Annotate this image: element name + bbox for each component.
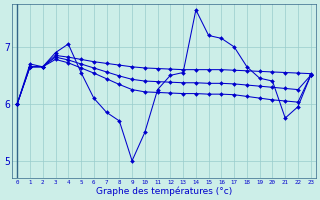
X-axis label: Graphe des températures (°c): Graphe des températures (°c): [96, 186, 232, 196]
